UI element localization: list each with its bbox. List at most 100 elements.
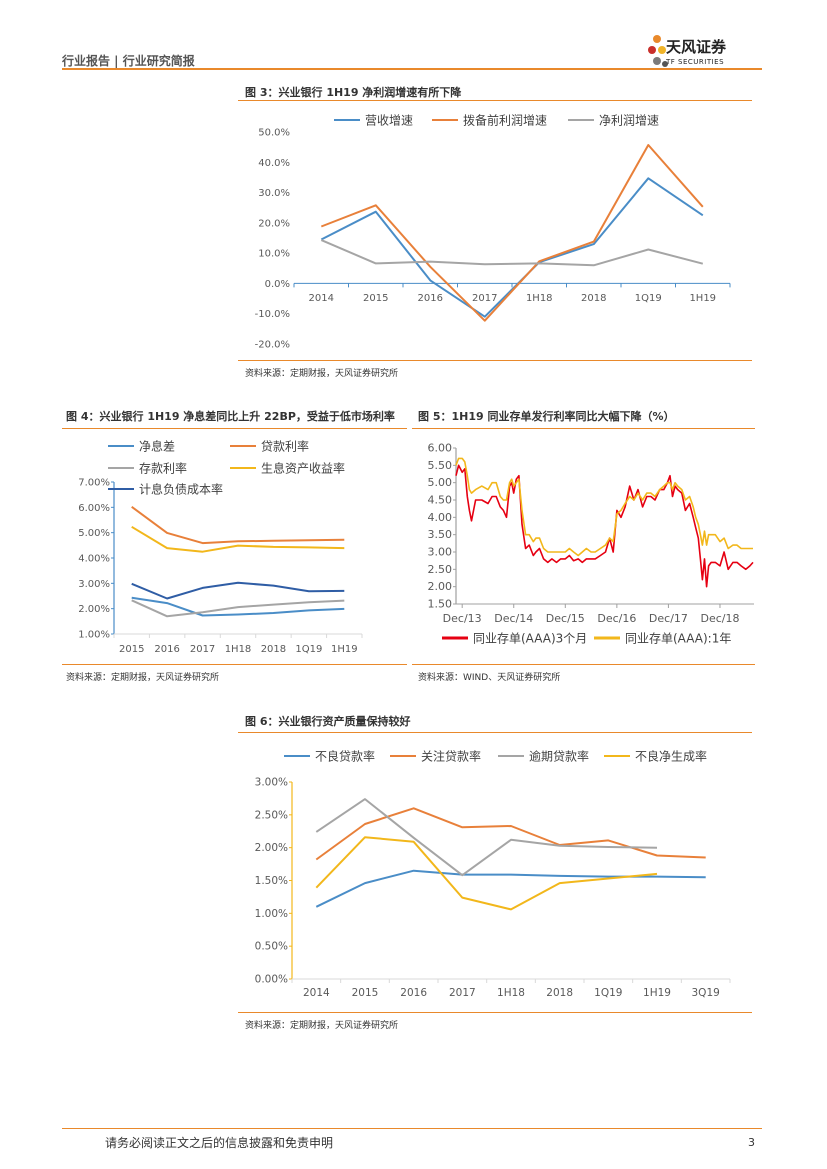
- x-tick-label: Dec/16: [597, 612, 636, 625]
- logo-subtitle: TF SECURITIES: [666, 58, 725, 66]
- legend-label: 计息负债成本率: [139, 482, 223, 497]
- figure-5-title: 图 5：1H19 同业存单发行利率同比大幅下降（%）: [418, 410, 675, 423]
- x-tick-label: 2018: [581, 293, 606, 304]
- series-line-2: [315, 807, 706, 861]
- figure-4-source: 资料来源：定期财报，天风证券研究所: [66, 673, 220, 683]
- figure-4-bottom-rule: [62, 664, 407, 665]
- figure-4-top-rule: [62, 428, 407, 429]
- y-tick-label: -20.0%: [255, 340, 290, 351]
- y-tick-label: 3.00%: [255, 777, 288, 789]
- y-tick-label: 3.00%: [78, 579, 110, 590]
- y-tick-label: 20.0%: [258, 218, 290, 229]
- y-tick-label: 40.0%: [258, 158, 290, 169]
- x-tick-label: 1Q19: [295, 644, 322, 655]
- x-tick-label: 2015: [363, 293, 388, 304]
- legend-label: 逾期贷款率: [529, 749, 589, 764]
- legend-label: 生息资产收益率: [261, 461, 345, 476]
- x-tick-label: Dec/17: [649, 612, 688, 625]
- y-tick-label: 30.0%: [258, 188, 290, 199]
- report-header-label: 行业报告 | 行业研究简报: [62, 54, 195, 68]
- y-tick-label: 1.50: [428, 598, 453, 611]
- legend-label: 存款利率: [139, 461, 187, 476]
- x-tick-label: 3Q19: [692, 987, 720, 999]
- series-line-5: [131, 581, 345, 600]
- figure-4-chart: 1.00% 2.00% 3.00% 4.00% 5.00% 6.00% 7.00% 2015 2…: [78, 439, 363, 655]
- x-tick-label: 2015: [119, 644, 144, 655]
- y-tick-label: 2.00%: [255, 842, 288, 854]
- figure-3-top-rule: [238, 100, 752, 101]
- series-line-1: [315, 869, 706, 908]
- x-tick-label: 2016: [418, 293, 443, 304]
- figure-6-top-rule: [238, 732, 752, 733]
- logo-name: 天风证券: [666, 38, 727, 56]
- series-line-2: [131, 505, 345, 545]
- y-tick-label: 2.00%: [78, 604, 110, 615]
- figure-5-chart: 1.50 2.00 2.50 3.00 3.50 4.00 4.50 5.00 5.50 6.00…: [428, 442, 754, 646]
- figure-6-source: 资料来源：定期财报，天风证券研究所: [245, 1021, 399, 1031]
- figure-3-bottom-rule: [238, 360, 752, 361]
- x-tick-label: 1H19: [689, 293, 716, 304]
- y-tick-label: 2.50: [428, 563, 453, 576]
- legend-label: 拨备前利润增速: [463, 113, 547, 128]
- figure-5-bottom-rule: [412, 664, 755, 665]
- legend-label: 营收增速: [365, 114, 413, 128]
- series-line-3: [131, 599, 345, 618]
- x-tick-label: 1H18: [225, 644, 252, 655]
- footer-disclaimer: 请务必阅读正文之后的信息披露和免责申明: [105, 1136, 334, 1150]
- x-tick-label: 2014: [303, 987, 330, 999]
- y-tick-label: 10.0%: [258, 249, 290, 260]
- x-tick-label: Dec/18: [700, 612, 739, 625]
- logo-petal-1: [653, 35, 661, 43]
- page-number: 3: [748, 1136, 755, 1149]
- figure-6-bottom-rule: [238, 1012, 752, 1013]
- header-divider: [62, 68, 762, 70]
- figure-4-title: 图 4：兴业银行 1H19 净息差同比上升 22BP，受益于低市场利率: [66, 410, 395, 423]
- figure-6-chart: 0.00% 0.50% 1.00% 1.50% 2.00% 2.50% 3.00% 2014 2…: [255, 749, 731, 999]
- y-tick-label: 1.00%: [78, 630, 110, 641]
- y-tick-label: 5.50: [428, 459, 453, 472]
- x-tick-label: 2016: [154, 644, 179, 655]
- x-tick-label: Dec/14: [494, 612, 533, 625]
- figure-5-top-rule: [412, 428, 755, 429]
- y-tick-label: 5.00: [428, 476, 453, 489]
- x-tick-label: 1H18: [497, 987, 525, 999]
- x-tick-label: 2018: [546, 987, 573, 999]
- series-line-1: [455, 464, 754, 588]
- y-tick-label: 4.00: [428, 511, 453, 524]
- series-line-2: [320, 144, 704, 322]
- legend-label: 同业存单(AAA):1年: [625, 632, 731, 646]
- x-tick-label: 1Q19: [635, 293, 662, 304]
- y-tick-label: 6.00: [428, 442, 453, 455]
- series-line-1: [320, 177, 704, 318]
- x-tick-label: 2017: [190, 644, 215, 655]
- y-tick-label: 2.00: [428, 580, 453, 593]
- legend-label: 关注贷款率: [421, 749, 481, 764]
- figure-5-source: 资料来源：WIND、天风证券研究所: [418, 673, 561, 683]
- logo-petal-5: [662, 61, 668, 67]
- series-line-3: [315, 798, 658, 877]
- y-tick-label: 0.00%: [255, 974, 288, 986]
- figure-3-source: 资料来源：定期财报，天风证券研究所: [245, 369, 399, 379]
- legend-label: 不良净生成率: [635, 749, 707, 764]
- x-tick-label: 1H19: [331, 644, 358, 655]
- y-tick-label: 1.00%: [255, 908, 288, 920]
- y-tick-label: 5.00%: [78, 528, 110, 539]
- x-tick-label: 2015: [352, 987, 379, 999]
- logo-petal-3: [658, 46, 666, 54]
- y-tick-label: 6.00%: [78, 503, 110, 514]
- series-line-2: [455, 457, 753, 557]
- series-line-4: [131, 525, 345, 553]
- y-tick-label: 1.50%: [255, 875, 288, 887]
- y-tick-label: -10.0%: [255, 309, 290, 320]
- y-tick-label: 3.00: [428, 546, 453, 559]
- y-tick-label: 2.50%: [255, 809, 288, 821]
- logo-petal-4: [653, 57, 661, 65]
- legend-label: 净息差: [139, 439, 175, 454]
- x-tick-label: 2016: [400, 987, 427, 999]
- x-tick-label: 2017: [449, 987, 476, 999]
- y-tick-label: 4.00%: [78, 554, 110, 565]
- x-tick-label: 1Q19: [594, 987, 622, 999]
- x-tick-label: 2018: [261, 644, 286, 655]
- x-tick-label: Dec/15: [546, 612, 585, 625]
- x-tick-label: 1H19: [643, 987, 671, 999]
